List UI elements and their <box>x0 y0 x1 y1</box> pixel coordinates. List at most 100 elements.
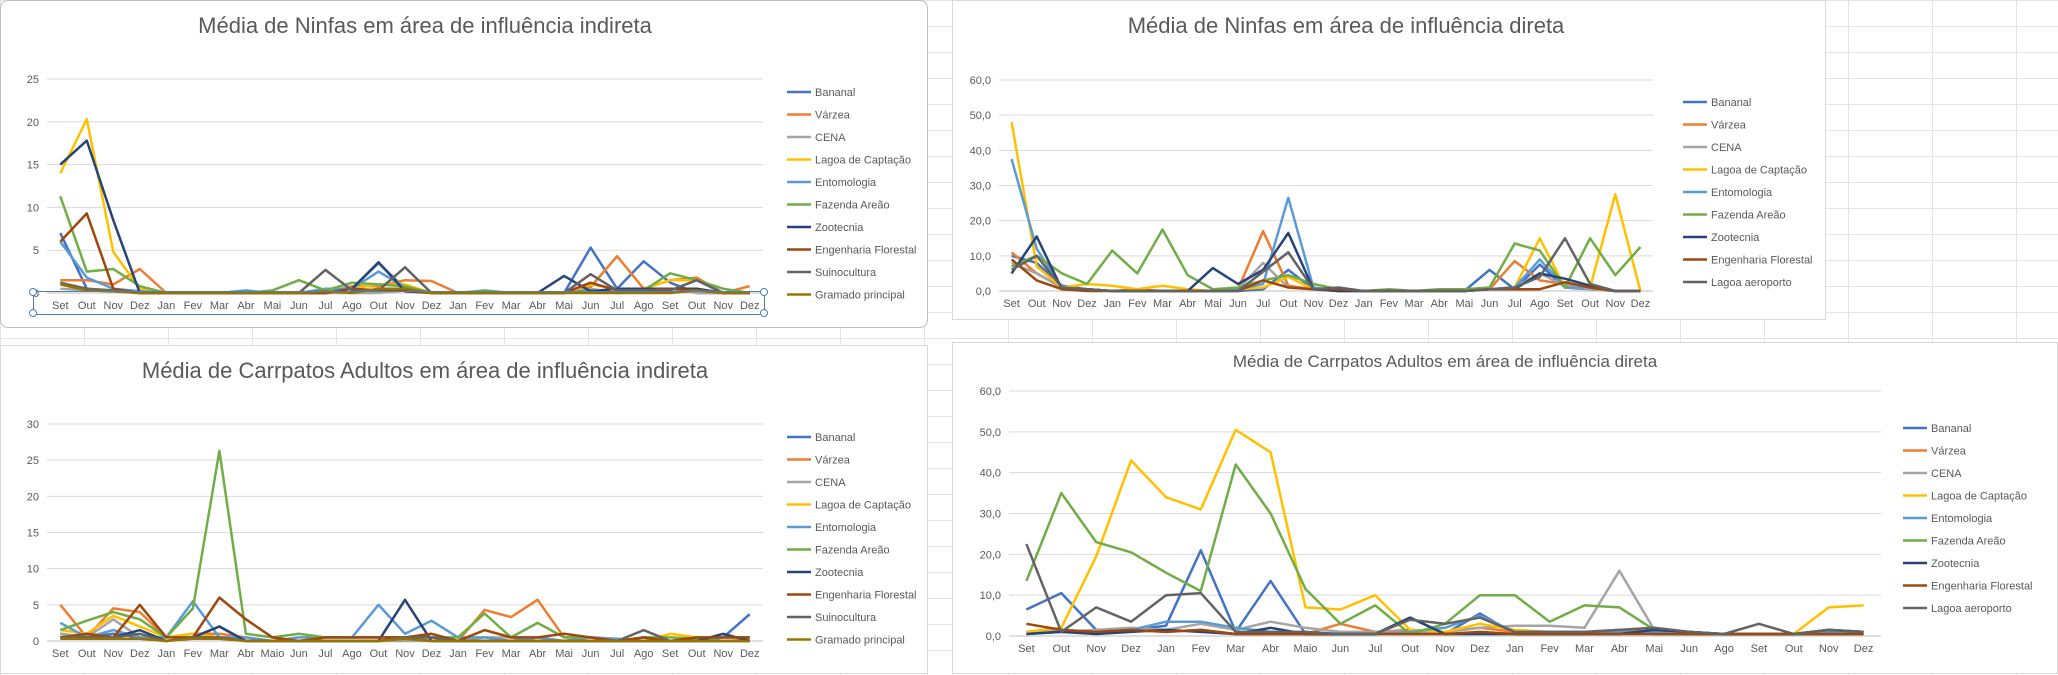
series-line-gramado-principal[interactable] <box>60 637 750 643</box>
series-line-fazenda-areao[interactable] <box>59 449 750 643</box>
x-tick-label: Jun <box>582 300 600 312</box>
y-tick-label: 20,0 <box>970 216 991 228</box>
x-tick-label: Nov <box>1086 643 1106 655</box>
x-tick-label: Abr <box>529 300 546 312</box>
x-tick-label: Dez <box>130 648 150 660</box>
x-tick-label: Dez <box>1854 643 1874 655</box>
series-line-lagoa-aeroporto[interactable] <box>1010 237 1641 293</box>
legend-label-entomologia: Entomologia <box>815 522 877 534</box>
x-tick-label: Set <box>52 648 69 660</box>
chart-adultos-direta[interactable]: Média de Carrpatos Adultos em área de in… <box>952 342 2058 674</box>
legend-label-fazenda-areao: Fazenda Areão <box>1931 536 2006 548</box>
x-tick-label: Mar <box>210 648 229 660</box>
x-tick-label: Jul <box>610 648 624 660</box>
x-tick-label: Maio <box>260 648 284 660</box>
legend-label-gramado-principal: Gramado principal <box>815 290 905 302</box>
chart-adultos-indireta[interactable]: Média de Carrpatos Adultos em área de in… <box>0 345 928 674</box>
series-line-lagoa-de-captacao[interactable] <box>1026 428 1864 636</box>
x-tick-label: Abr <box>1611 643 1628 655</box>
series-line-fazenda-areao[interactable] <box>1025 463 1864 636</box>
x-tick-label: Maio <box>1294 643 1318 655</box>
x-tick-label: Jan <box>1506 643 1524 655</box>
chart-svg: Média de Ninfas em área de influência in… <box>27 13 917 312</box>
x-tick-label: Mai <box>555 300 573 312</box>
x-tick-label: Mai <box>1455 298 1473 310</box>
legend-label-varzea: Várzea <box>1711 120 1747 132</box>
x-tick-label: Mar <box>1153 298 1172 310</box>
x-tick-label: Out <box>1279 298 1297 310</box>
x-tick-label: Nov <box>1435 643 1455 655</box>
x-tick-label: Abr <box>529 648 546 660</box>
series-line-bananal[interactable] <box>1025 549 1864 636</box>
legend-label-bananal: Bananal <box>815 87 855 99</box>
legend-label-varzea: Várzea <box>815 110 851 122</box>
x-tick-label: Dez <box>740 300 760 312</box>
chart-ninfas-direta[interactable]: Média de Ninfas em área de influência di… <box>952 0 1826 320</box>
x-tick-label: Dez <box>422 648 442 660</box>
x-tick-label: Out <box>78 300 96 312</box>
x-tick-label: Jun <box>1229 298 1247 310</box>
x-tick-label: Jun <box>1680 643 1698 655</box>
x-tick-label: Set <box>1751 643 1768 655</box>
y-tick-label: 10,0 <box>980 590 1001 602</box>
x-tick-label: Jun <box>290 300 308 312</box>
chart-svg: Média de Ninfas em área de influência di… <box>970 13 1813 310</box>
y-tick-label: 10,0 <box>970 251 991 263</box>
y-tick-label: 40,0 <box>980 468 1001 480</box>
legend-label-cena: CENA <box>815 132 846 144</box>
legend-label-entomologia: Entomologia <box>815 177 877 189</box>
legend-label-engenharia-florestal: Engenharia Florestal <box>1931 581 2033 593</box>
x-tick-label: Jun <box>582 648 600 660</box>
x-tick-label: Set <box>52 300 69 312</box>
x-tick-label: Fev <box>475 648 494 660</box>
resize-handle[interactable] <box>760 309 768 317</box>
x-tick-label: Mar <box>1405 298 1424 310</box>
resize-handle[interactable] <box>29 288 37 296</box>
x-tick-label: Out <box>1785 643 1803 655</box>
x-tick-label: Mar <box>210 300 229 312</box>
legend-label-engenharia-florestal: Engenharia Florestal <box>815 590 917 602</box>
x-tick-label: Nov <box>713 300 733 312</box>
series-line-gramado-principal[interactable] <box>60 283 750 295</box>
legend-label-cena: CENA <box>1711 142 1742 154</box>
legend-label-lagoa-aeroporto: Lagoa aeroporto <box>1711 277 1792 289</box>
x-tick-label: Out <box>1028 298 1046 310</box>
x-tick-label: Jun <box>290 648 308 660</box>
chart-svg: Média de Carrpatos Adultos em área de in… <box>980 352 2033 655</box>
x-tick-label: Abr <box>237 300 254 312</box>
x-tick-label: Set <box>1018 643 1035 655</box>
legend-label-lagoa-de-captacao: Lagoa de Captação <box>1931 491 2027 503</box>
x-tick-label: Out <box>688 300 706 312</box>
legend-label-cena: CENA <box>815 477 846 489</box>
legend-label-zootecnia: Zootecnia <box>1931 558 1980 570</box>
resize-handle[interactable] <box>29 309 37 317</box>
legend-label-bananal: Bananal <box>1931 423 1971 435</box>
series-line-fazenda-areao[interactable] <box>59 195 750 295</box>
legend-label-lagoa-de-captacao: Lagoa de Captação <box>1711 165 1807 177</box>
y-tick-label: 30,0 <box>970 181 991 193</box>
x-tick-label: Mai <box>1645 643 1663 655</box>
y-tick-label: 15 <box>27 528 39 540</box>
x-tick-label: Ago <box>1714 643 1734 655</box>
series-line-fazenda-areao[interactable] <box>1011 228 1642 293</box>
legend-label-cena: CENA <box>1931 468 1962 480</box>
x-tick-label: Jun <box>1331 643 1349 655</box>
x-tick-label: Abr <box>1431 298 1448 310</box>
x-tick-label: Out <box>370 300 388 312</box>
series-line-zootecnia[interactable] <box>59 139 750 295</box>
x-tick-label: Jul <box>318 300 332 312</box>
x-tick-label: Jul <box>318 648 332 660</box>
x-tick-label: Dez <box>422 300 442 312</box>
series-line-lagoa-aeroporto[interactable] <box>1025 543 1864 636</box>
x-tick-label: Nov <box>395 300 415 312</box>
x-tick-label: Ago <box>1530 298 1550 310</box>
x-tick-label: Fev <box>184 648 203 660</box>
chart-ninfas-indireta[interactable]: Média de Ninfas em área de influência in… <box>0 0 928 328</box>
y-tick-label: 20 <box>27 117 39 129</box>
legend-label-fazenda-areao: Fazenda Areão <box>815 545 890 557</box>
x-tick-label: Ago <box>634 300 654 312</box>
x-tick-label: Out <box>1581 298 1599 310</box>
legend-label-fazenda-areao: Fazenda Areão <box>815 200 890 212</box>
x-tick-label: Mar <box>1575 643 1594 655</box>
resize-handle[interactable] <box>760 288 768 296</box>
